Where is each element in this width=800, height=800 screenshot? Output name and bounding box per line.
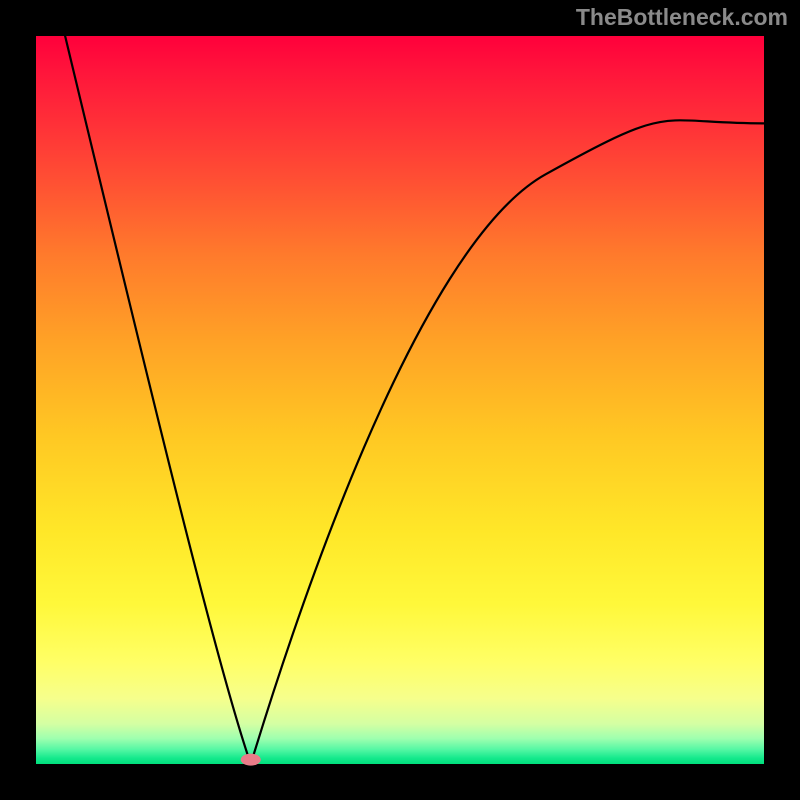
minimum-marker [241,754,261,766]
chart-gradient-bg [36,36,764,764]
chart-container: TheBottleneck.com [0,0,800,800]
watermark-text: TheBottleneck.com [576,4,788,31]
bottleneck-chart [0,0,800,800]
